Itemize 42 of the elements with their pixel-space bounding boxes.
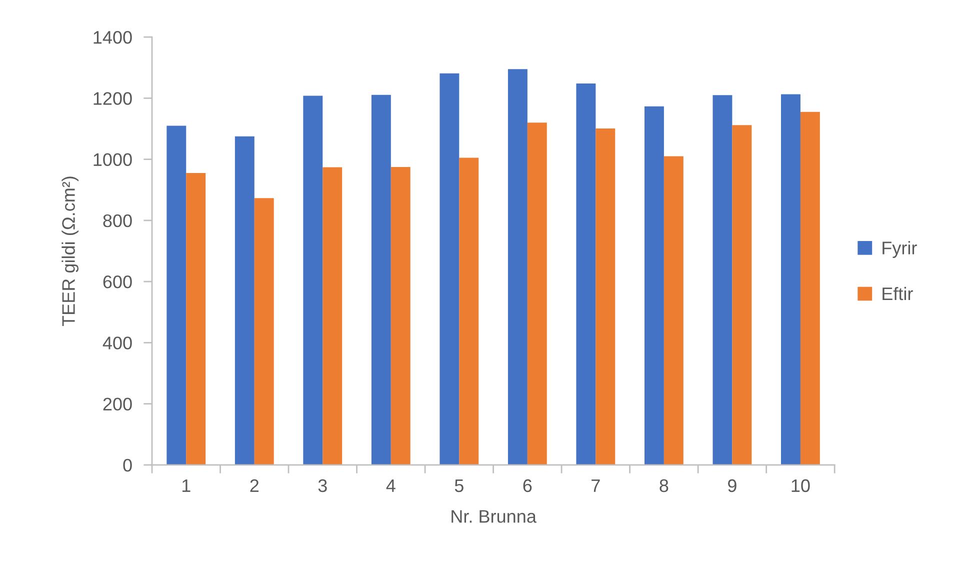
bar	[390, 166, 410, 465]
bar	[508, 69, 528, 465]
y-axis-title: TEER gildi (Ω.cm²)	[62, 176, 79, 326]
x-tick-label: 6	[523, 479, 532, 492]
bar	[644, 106, 664, 465]
bar	[800, 112, 820, 465]
y-tick-label: 1000	[94, 153, 132, 166]
y-tick-label: 800	[103, 214, 132, 228]
bar	[732, 125, 752, 465]
x-tick-label: 2	[250, 479, 259, 492]
bar	[664, 156, 684, 465]
bar	[186, 173, 206, 465]
x-tick-label: 8	[660, 479, 668, 492]
y-tick-label: 1400	[94, 30, 132, 44]
x-tick-label: 9	[728, 479, 736, 492]
bar	[166, 126, 186, 465]
y-tick-label: 600	[103, 275, 132, 288]
x-tick-label: 7	[592, 479, 600, 492]
bar	[234, 136, 254, 465]
x-tick-label: 10	[792, 479, 810, 492]
bar	[459, 158, 479, 465]
y-tick-label: 400	[102, 336, 132, 350]
bar	[303, 96, 323, 465]
x-tick-label: 1	[182, 479, 190, 492]
legend-label: Fyrir	[882, 241, 917, 258]
bar	[576, 84, 596, 465]
bar	[527, 122, 547, 465]
bar	[781, 94, 800, 465]
y-tick-label: 0	[123, 458, 132, 472]
bar	[371, 94, 391, 465]
bar	[440, 73, 460, 465]
x-tick-label: 3	[318, 479, 327, 492]
x-tick-label: 5	[454, 479, 464, 492]
x-axis-title: Nr. Brunna	[452, 510, 536, 523]
y-tick-label: 1200	[94, 92, 132, 105]
bar	[322, 167, 342, 465]
legend-label: Eftir	[882, 286, 913, 300]
bar	[712, 95, 732, 465]
bar	[596, 128, 616, 465]
bar	[254, 198, 274, 465]
x-tick-label: 4	[386, 479, 396, 492]
y-tick-label: 200	[103, 398, 132, 411]
